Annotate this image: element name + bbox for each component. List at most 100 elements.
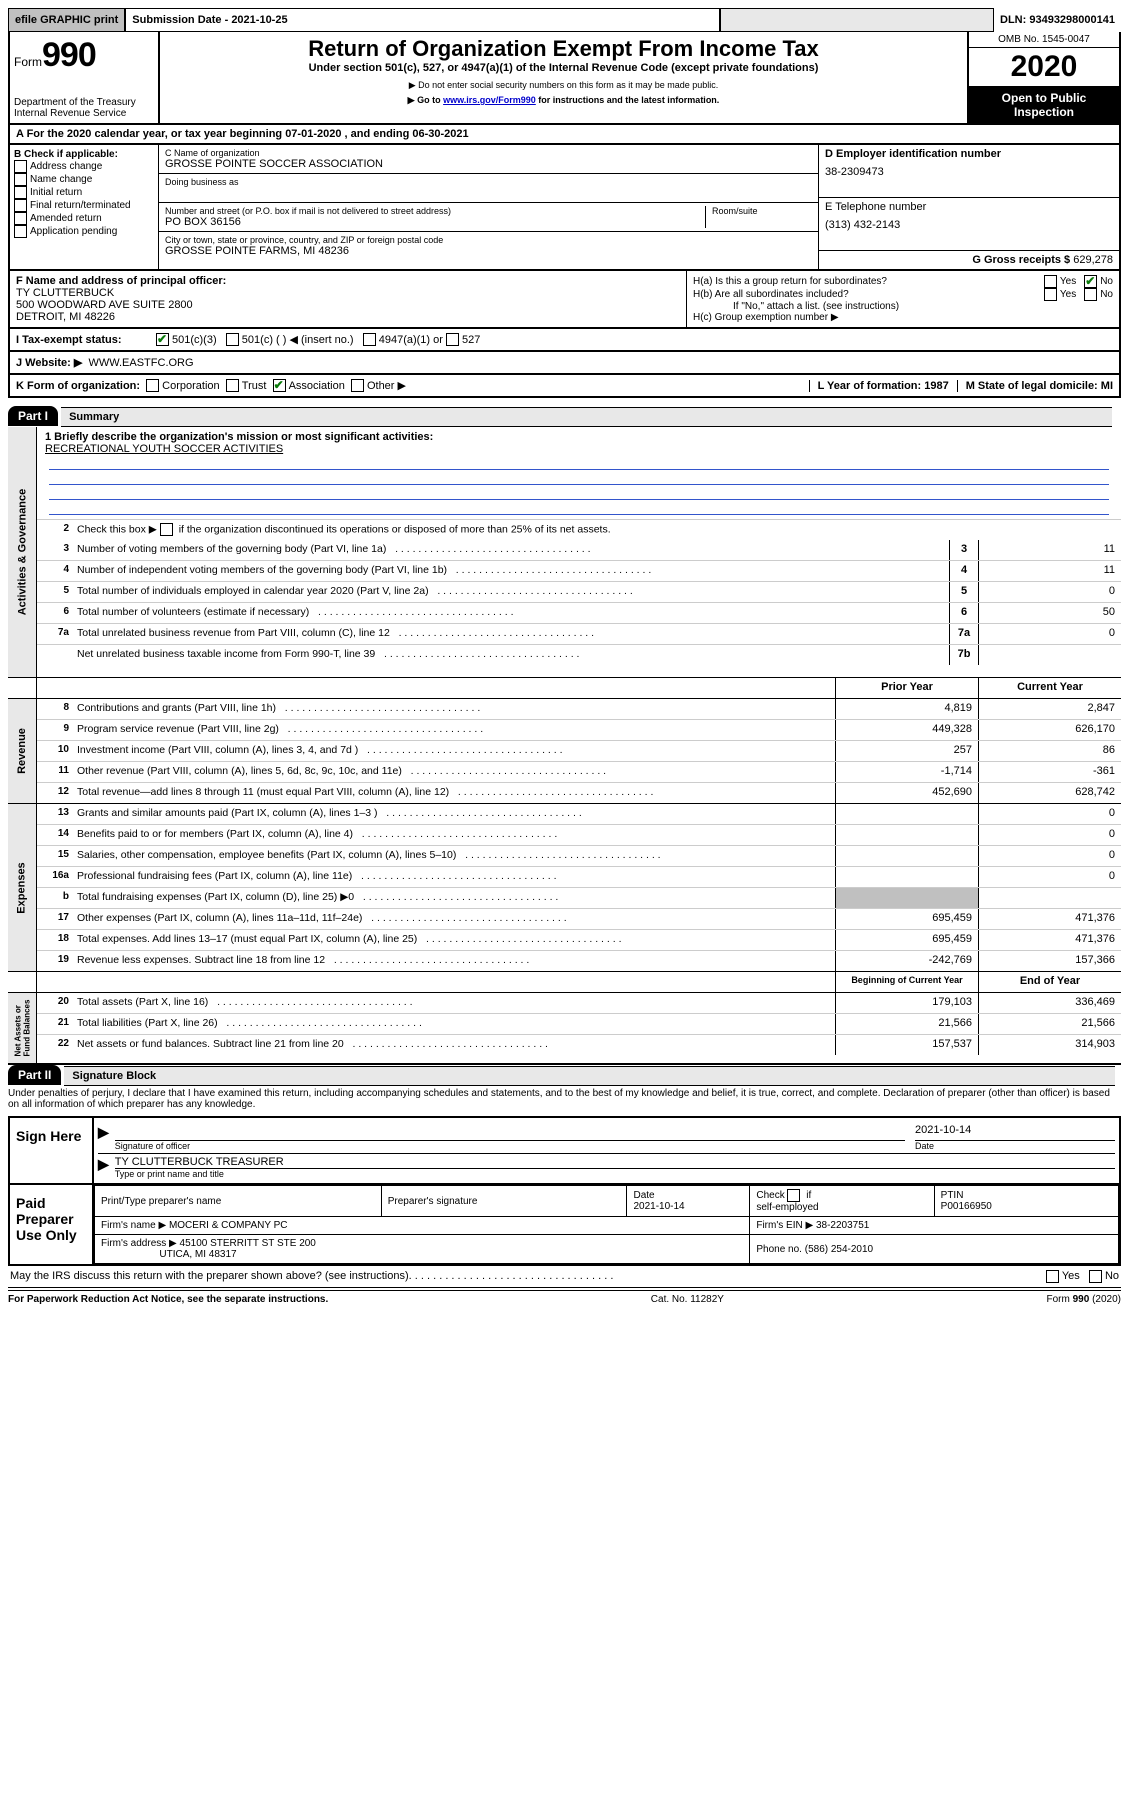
dba-value bbox=[165, 187, 812, 199]
final-return-checkbox[interactable] bbox=[14, 199, 27, 212]
efile-print-button[interactable]: efile GRAPHIC print bbox=[8, 8, 125, 32]
line-desc: Other revenue (Part VIII, column (A), li… bbox=[75, 762, 835, 782]
prior-value: 4,819 bbox=[835, 699, 979, 719]
current-value: 314,903 bbox=[979, 1035, 1121, 1055]
ha-yes-checkbox[interactable] bbox=[1044, 275, 1057, 288]
line-desc: Total assets (Part X, line 16) bbox=[75, 993, 835, 1013]
submission-date-cell: Submission Date - 2021-10-25 bbox=[125, 8, 720, 32]
prior-value: 257 bbox=[835, 741, 979, 761]
application-pending-checkbox[interactable] bbox=[14, 225, 27, 238]
irs-link[interactable]: www.irs.gov/Form990 bbox=[443, 95, 536, 105]
line-desc: Total number of volunteers (estimate if … bbox=[75, 603, 949, 623]
line-desc: Professional fundraising fees (Part IX, … bbox=[75, 867, 835, 887]
line-box: 6 bbox=[949, 603, 979, 623]
self-employed-checkbox[interactable] bbox=[787, 1189, 800, 1202]
line1-label: 1 Briefly describe the organization's mi… bbox=[45, 431, 433, 443]
line-desc: Number of independent voting members of … bbox=[75, 561, 949, 581]
check-applicable-column: B Check if applicable: Address change Na… bbox=[10, 145, 159, 269]
begin-year-hdr: Beginning of Current Year bbox=[835, 972, 979, 992]
discuss-no-checkbox[interactable] bbox=[1089, 1270, 1102, 1283]
part2-title: Signature Block bbox=[64, 1066, 1115, 1086]
line-desc: Number of voting members of the governin… bbox=[75, 540, 949, 560]
line-desc: Net assets or fund balances. Subtract li… bbox=[75, 1035, 835, 1055]
prior-value: -242,769 bbox=[835, 951, 979, 971]
state-domicile: M State of legal domicile: MI bbox=[957, 380, 1113, 392]
527-checkbox[interactable] bbox=[446, 333, 459, 346]
line-value: 0 bbox=[979, 624, 1121, 644]
initial-return-checkbox[interactable] bbox=[14, 186, 27, 199]
city-value: GROSSE POINTE FARMS, MI 48236 bbox=[165, 245, 812, 257]
line-box: 4 bbox=[949, 561, 979, 581]
current-value: 0 bbox=[979, 825, 1121, 845]
corp-checkbox[interactable] bbox=[146, 379, 159, 392]
line-desc: Total liabilities (Part X, line 26) bbox=[75, 1014, 835, 1034]
line-desc: Contributions and grants (Part VIII, lin… bbox=[75, 699, 835, 719]
prior-value bbox=[835, 888, 979, 908]
line-box: 7a bbox=[949, 624, 979, 644]
type-name-label: Type or print name and title bbox=[115, 1169, 1115, 1179]
line-value bbox=[979, 645, 1121, 665]
ha-no-checkbox[interactable] bbox=[1084, 275, 1097, 288]
sig-officer-label: Signature of officer bbox=[115, 1141, 905, 1151]
preparer-table: Print/Type preparer's name Preparer's si… bbox=[94, 1185, 1119, 1264]
trust-checkbox[interactable] bbox=[226, 379, 239, 392]
501c-checkbox[interactable] bbox=[226, 333, 239, 346]
ein-label: D Employer identification number bbox=[825, 148, 1113, 160]
name-change-checkbox[interactable] bbox=[14, 173, 27, 186]
other-checkbox[interactable] bbox=[351, 379, 364, 392]
org-name: GROSSE POINTE SOCCER ASSOCIATION bbox=[165, 158, 812, 170]
street-value: PO BOX 36156 bbox=[165, 216, 705, 228]
side-expenses: Expenses bbox=[16, 862, 28, 913]
end-year-hdr: End of Year bbox=[979, 972, 1121, 992]
current-year-hdr: Current Year bbox=[979, 678, 1121, 698]
4947-checkbox[interactable] bbox=[363, 333, 376, 346]
current-value: 0 bbox=[979, 846, 1121, 866]
hb-no-checkbox[interactable] bbox=[1084, 288, 1097, 301]
tax-year: 2020 bbox=[969, 48, 1119, 87]
assoc-checkbox[interactable] bbox=[273, 379, 286, 392]
side-revenue: Revenue bbox=[16, 728, 28, 774]
tax-year-row: A For the 2020 calendar year, or tax yea… bbox=[8, 125, 1121, 145]
discuss-row: May the IRS discuss this return with the… bbox=[8, 1266, 1121, 1288]
officer-block: F Name and address of principal officer:… bbox=[10, 271, 687, 327]
tax-exempt-row: I Tax-exempt status: 501(c)(3) 501(c) ( … bbox=[8, 329, 1121, 352]
sign-here-label: Sign Here bbox=[10, 1118, 94, 1183]
arrow-icon: ▶ bbox=[98, 1124, 109, 1151]
phone-value: (313) 432-2143 bbox=[825, 219, 1113, 231]
line-desc: Net unrelated business taxable income fr… bbox=[75, 645, 949, 665]
part2-header: Part II bbox=[8, 1065, 61, 1085]
side-activities-gov: Activities & Governance bbox=[16, 489, 28, 616]
line-desc: Salaries, other compensation, employee b… bbox=[75, 846, 835, 866]
current-value: 86 bbox=[979, 741, 1121, 761]
address-change-checkbox[interactable] bbox=[14, 160, 27, 173]
prior-value bbox=[835, 825, 979, 845]
line-box: 3 bbox=[949, 540, 979, 560]
dln-label: DLN: 93493298000141 bbox=[994, 9, 1121, 31]
current-value: 628,742 bbox=[979, 783, 1121, 803]
side-net-assets: Net Assets orFund Balances bbox=[13, 1000, 31, 1057]
part1-header: Part I bbox=[8, 406, 58, 426]
current-value: 471,376 bbox=[979, 909, 1121, 929]
line-box: 5 bbox=[949, 582, 979, 602]
form-number: Form990 bbox=[14, 36, 154, 75]
form-header-block: Form990 Department of the TreasuryIntern… bbox=[8, 32, 1121, 125]
discontinued-checkbox[interactable] bbox=[160, 523, 173, 536]
hb-yes-checkbox[interactable] bbox=[1044, 288, 1057, 301]
prior-value: 21,566 bbox=[835, 1014, 979, 1034]
ein-value: 38-2309473 bbox=[825, 166, 1113, 178]
current-value: 157,366 bbox=[979, 951, 1121, 971]
date-label: Date bbox=[915, 1141, 1115, 1151]
amended-return-checkbox[interactable] bbox=[14, 212, 27, 225]
gross-receipts-value: 629,278 bbox=[1073, 254, 1113, 266]
501c3-checkbox[interactable] bbox=[156, 333, 169, 346]
header-bar: efile GRAPHIC print Submission Date - 20… bbox=[8, 8, 1121, 32]
prior-value: 449,328 bbox=[835, 720, 979, 740]
prior-value: -1,714 bbox=[835, 762, 979, 782]
org-name-label: C Name of organization bbox=[165, 148, 812, 158]
line2-desc: Check this box ▶ if the organization dis… bbox=[75, 520, 1121, 540]
line-desc: Total expenses. Add lines 13–17 (must eq… bbox=[75, 930, 835, 950]
discuss-yes-checkbox[interactable] bbox=[1046, 1270, 1059, 1283]
phone-label: E Telephone number bbox=[825, 201, 1113, 213]
part1-title: Summary bbox=[61, 407, 1112, 427]
current-value bbox=[979, 888, 1121, 908]
